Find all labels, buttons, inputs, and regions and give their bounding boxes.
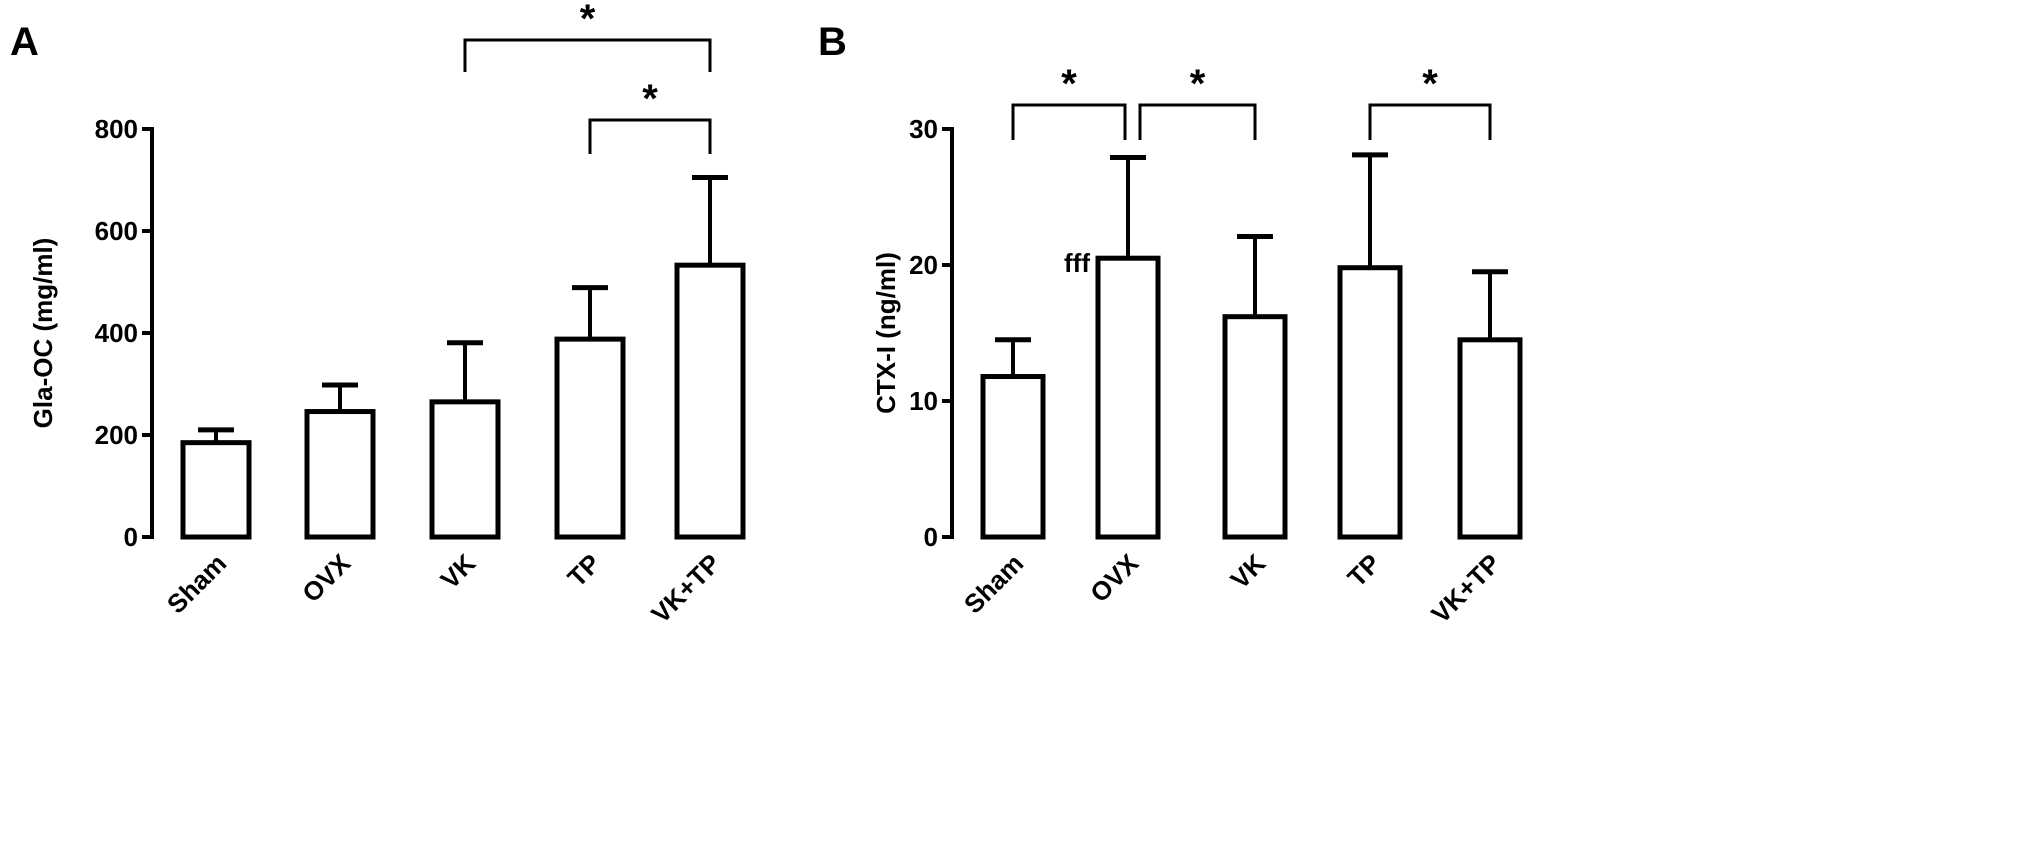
- significance-bracket: [1138, 103, 1257, 140]
- y-tick-label: 30: [909, 114, 938, 144]
- x-tick-label: Sham: [161, 548, 232, 619]
- y-tick-label: 200: [95, 420, 138, 450]
- y-axis-label: Gla-OC (mg/ml): [28, 238, 58, 429]
- bar-OVX: [1095, 255, 1161, 540]
- y-tick-label: 10: [909, 386, 938, 416]
- x-tick-label: OVX: [1084, 548, 1145, 609]
- x-tick-label: TP: [1342, 548, 1387, 593]
- y-axis-label: CTX-I (ng/ml): [871, 252, 901, 414]
- panel-B: B 0 10 20 30 CTX-I (ng/ml) Sham OVX VK TP VK+TP * * *…: [818, 20, 1523, 629]
- y-tick-label: 0: [124, 522, 138, 552]
- bar-VK: [1222, 314, 1288, 540]
- x-tick-label: TP: [562, 548, 607, 593]
- annotation: fff: [1064, 248, 1090, 278]
- y-tick-label: 400: [95, 318, 138, 348]
- x-tick-label: OVX: [296, 548, 357, 609]
- y-tick-label: 600: [95, 216, 138, 246]
- panel-A: A 0 200 400 600 800 Gla-OC (mg/ml) Sham OVX VK TP V…: [10, 0, 746, 629]
- x-tick-label: VK+TP: [1425, 548, 1506, 629]
- x-tick-label: VK+TP: [645, 548, 726, 629]
- bar-TP: [554, 336, 626, 540]
- significance-star: *: [1190, 62, 1206, 106]
- panel-label: A: [10, 20, 39, 64]
- significance-star: *: [1061, 62, 1077, 106]
- x-tick-label: VK: [1224, 548, 1271, 595]
- significance-star: *: [1422, 62, 1438, 106]
- bar-OVX: [304, 409, 376, 540]
- bar-Sham: [180, 440, 252, 540]
- bar-VK: [429, 399, 501, 540]
- significance-bracket: [1368, 103, 1492, 140]
- bar-VK+TP: [674, 262, 746, 540]
- bar-TP: [1337, 265, 1403, 540]
- y-tick-label: 20: [909, 250, 938, 280]
- significance-star: *: [580, 0, 596, 41]
- x-tick-label: VK: [434, 548, 481, 595]
- bar-VK+TP: [1457, 337, 1523, 540]
- x-tick-label: Sham: [958, 548, 1029, 619]
- bar-Sham: [980, 374, 1046, 540]
- significance-bracket: [588, 118, 712, 154]
- y-tick-label: 800: [95, 114, 138, 144]
- significance-bracket: [1011, 103, 1127, 140]
- y-tick-label: 0: [924, 522, 938, 552]
- panel-label: B: [818, 20, 847, 64]
- significance-bracket: [463, 38, 712, 72]
- significance-star: *: [642, 77, 658, 121]
